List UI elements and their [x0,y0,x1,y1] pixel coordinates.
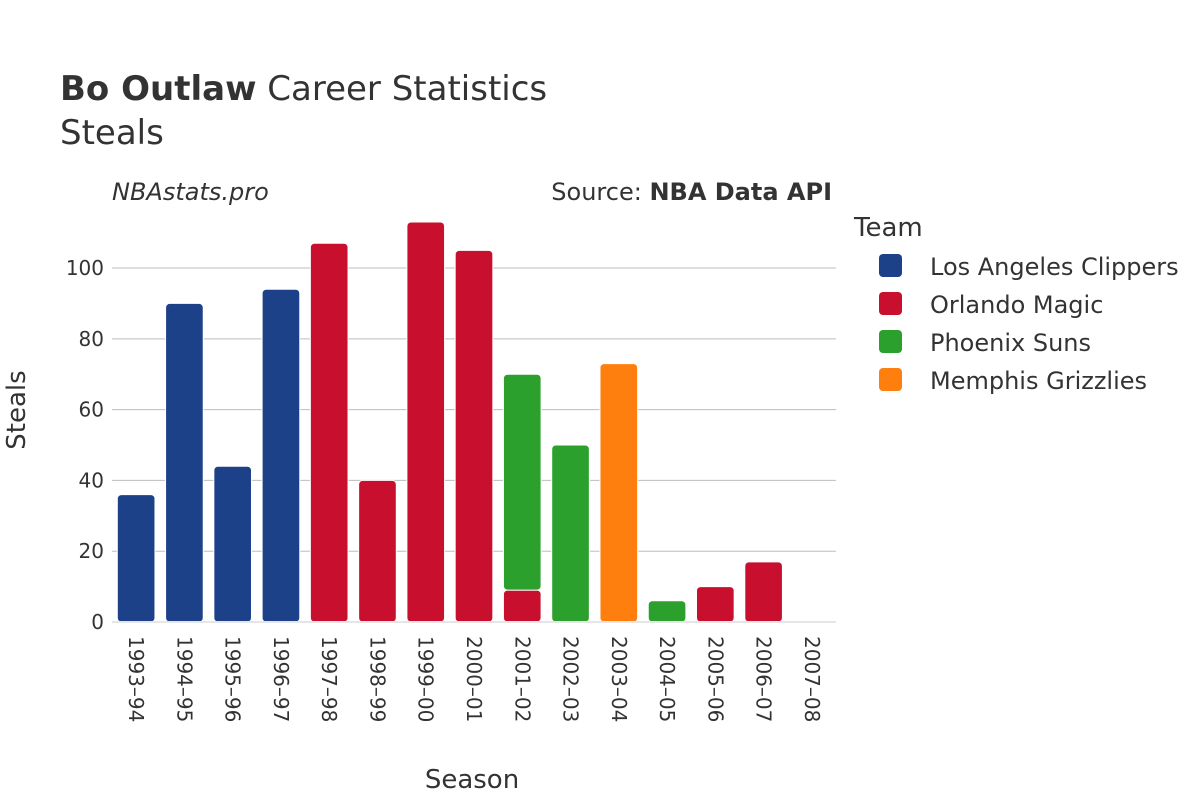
watermark: NBAstats.pro [112,178,269,206]
x-tick-label: 1996–97 [269,636,293,722]
x-tick-label: 2003–04 [607,636,631,722]
x-tick-label: 2002–03 [559,636,583,722]
x-tick-label: 1999–00 [414,636,438,722]
bar [261,288,301,623]
x-tick-label: 1995–96 [221,636,245,722]
chart-title-player: Bo Outlaw [60,69,256,109]
legend-item-label: Memphis Grizzlies [930,367,1147,395]
x-tick-label: 2007–08 [800,636,824,722]
legend-swatch [879,368,902,391]
legend-item-label: Phoenix Suns [930,329,1091,357]
y-tick-label: 100 [66,256,104,280]
bar [696,586,735,623]
x-tick-label: 2001–02 [510,636,534,722]
source-name: NBA Data API [649,178,832,206]
x-tick-label: 2004–05 [655,636,679,722]
bar [599,363,639,623]
bars [116,221,783,623]
legend-title: Team [853,213,923,243]
bar [165,302,204,623]
bar [647,600,687,623]
y-tick-label: 0 [91,610,104,634]
legend-swatch [879,254,902,277]
y-axis-ticks: 0 20 40 60 80 100 [66,256,104,634]
y-tick-label: 40 [79,468,104,492]
x-tick-label: 2005–06 [703,636,727,722]
bar [309,242,349,623]
legend: Team Los Angeles Clippers Orlando Magic Ph… [853,213,1179,395]
x-axis-ticks: 1993–94 1994–95 1995–96 1996–97 1997–98 1998–… [124,636,824,722]
bar [213,465,252,623]
x-tick-label: 2000–01 [462,636,486,722]
bar [454,249,494,623]
legend-item-label: Los Angeles Clippers [930,253,1179,281]
bar [116,494,156,623]
bar [502,589,542,623]
legend-swatch [879,292,902,315]
x-tick-label: 2006–07 [752,636,776,722]
source-prefix: Source: [551,178,649,206]
x-tick-label: 1997–98 [317,636,341,722]
x-tick-label: 1994–95 [172,636,196,722]
bar [406,221,446,623]
bar [744,561,783,623]
chart-subtitle: Steals [60,113,164,153]
y-tick-label: 20 [79,539,104,563]
legend-swatch [879,330,902,353]
x-tick-label: 1993–94 [124,636,148,722]
bar [358,479,397,623]
y-tick-label: 80 [79,327,104,351]
source-label: Source: NBA Data API [551,178,832,206]
y-tick-label: 60 [79,398,104,422]
x-axis-title: Season [425,765,519,795]
chart-title: Bo Outlaw Career Statistics [60,69,547,109]
chart-title-rest: Career Statistics [256,69,547,109]
bar [551,444,590,623]
bar [502,373,542,591]
y-axis-title: Steals [2,370,32,449]
legend-item-label: Orlando Magic [930,291,1103,319]
x-tick-label: 1998–99 [365,636,389,722]
